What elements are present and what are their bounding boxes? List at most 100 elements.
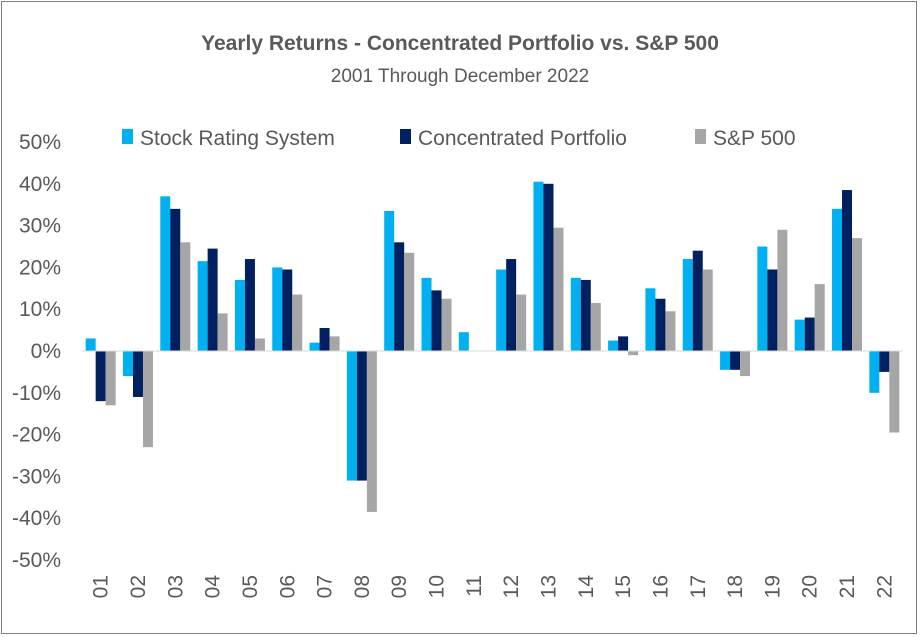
bar-s-p-500-14 bbox=[590, 302, 601, 351]
y-tick-label: 40% bbox=[19, 173, 61, 196]
bar-stock-rating-system-04 bbox=[197, 261, 208, 351]
bar-concentrated-portfolio-08 bbox=[356, 351, 367, 481]
x-tick-label: 06 bbox=[276, 575, 299, 598]
y-axis: -50% -40% -30% -20% -10% 0% 10% 20% 30% 40% 50% bbox=[12, 131, 61, 572]
bar-stock-rating-system-15 bbox=[608, 340, 619, 351]
bar-stock-rating-system-18 bbox=[720, 351, 731, 370]
bar-stock-rating-system-20 bbox=[794, 319, 805, 351]
bar-stock-rating-system-01 bbox=[85, 338, 96, 351]
chart-subtitle: 2001 Through December 2022 bbox=[331, 66, 589, 87]
bar-stock-rating-system-19 bbox=[757, 246, 768, 351]
x-tick-label: 05 bbox=[239, 575, 262, 598]
y-tick-label: -40% bbox=[12, 507, 61, 530]
bar-concentrated-portfolio-19 bbox=[767, 269, 778, 351]
legend-label: S&P 500 bbox=[713, 127, 796, 150]
bar-s-p-500-07 bbox=[329, 336, 340, 351]
x-tick-label: 10 bbox=[426, 575, 449, 598]
bar-stock-rating-system-09 bbox=[384, 210, 395, 351]
x-tick-label: 15 bbox=[612, 575, 635, 598]
x-tick-label: 11 bbox=[463, 575, 486, 597]
y-tick-label: -50% bbox=[12, 549, 61, 572]
bar-concentrated-portfolio-03 bbox=[170, 208, 181, 351]
bar-s-p-500-21 bbox=[852, 238, 863, 351]
x-tick-label: 12 bbox=[500, 575, 523, 598]
y-tick-label: 10% bbox=[19, 298, 61, 321]
bar-s-p-500-16 bbox=[665, 311, 676, 351]
bar-s-p-500-04 bbox=[217, 313, 228, 351]
x-tick-label: 13 bbox=[537, 575, 560, 598]
x-tick-label: 04 bbox=[202, 575, 225, 599]
x-tick-label: 09 bbox=[388, 575, 411, 598]
legend: Stock Rating System Concentrated Portfoli… bbox=[122, 127, 796, 150]
bar-s-p-500-03 bbox=[180, 242, 191, 351]
bar-s-p-500-10 bbox=[441, 298, 452, 351]
bar-concentrated-portfolio-02 bbox=[132, 351, 143, 397]
chart-title: Yearly Returns - Concentrated Portfolio … bbox=[201, 32, 719, 55]
bar-s-p-500-01 bbox=[105, 351, 116, 406]
bar-concentrated-portfolio-10 bbox=[431, 290, 442, 351]
bar-stock-rating-system-22 bbox=[869, 351, 880, 393]
bar-concentrated-portfolio-06 bbox=[282, 269, 293, 351]
legend-label: Stock Rating System bbox=[140, 127, 335, 150]
x-axis: 01 02 03 04 05 06 07 08 09 10 11 12 13 14 15 16 17 18 19 20… bbox=[90, 575, 897, 599]
bar-s-p-500-17 bbox=[702, 269, 713, 351]
bar-stock-rating-system-14 bbox=[570, 277, 581, 351]
bars-group bbox=[85, 181, 900, 512]
bar-stock-rating-system-21 bbox=[832, 208, 843, 351]
bar-concentrated-portfolio-15 bbox=[618, 336, 629, 351]
bar-concentrated-portfolio-22 bbox=[879, 351, 890, 372]
bar-concentrated-portfolio-16 bbox=[655, 298, 666, 351]
bar-concentrated-portfolio-09 bbox=[394, 242, 405, 351]
bar-s-p-500-09 bbox=[404, 252, 415, 351]
bar-concentrated-portfolio-21 bbox=[842, 190, 853, 351]
bar-s-p-500-15 bbox=[628, 351, 639, 356]
bar-stock-rating-system-16 bbox=[645, 288, 656, 351]
legend-swatch bbox=[400, 129, 411, 144]
bar-concentrated-portfolio-12 bbox=[506, 259, 517, 351]
x-tick-label: 22 bbox=[873, 575, 896, 598]
legend-swatch bbox=[695, 129, 706, 144]
x-tick-label: 03 bbox=[164, 575, 187, 598]
bar-stock-rating-system-05 bbox=[234, 279, 245, 351]
bar-s-p-500-19 bbox=[777, 229, 788, 351]
x-tick-label: 17 bbox=[687, 575, 710, 598]
bar-stock-rating-system-11 bbox=[458, 332, 469, 351]
x-tick-label: 08 bbox=[351, 575, 374, 598]
x-tick-label: 14 bbox=[575, 575, 598, 599]
bar-stock-rating-system-13 bbox=[533, 181, 544, 351]
y-tick-label: 30% bbox=[19, 215, 61, 238]
bar-concentrated-portfolio-07 bbox=[319, 328, 330, 351]
y-tick-label: 50% bbox=[19, 131, 61, 154]
bar-stock-rating-system-07 bbox=[309, 342, 320, 351]
legend-item: S&P 500 bbox=[695, 127, 796, 150]
legend-label: Concentrated Portfolio bbox=[418, 127, 627, 150]
x-tick-label: 16 bbox=[649, 575, 672, 598]
x-tick-label: 01 bbox=[90, 575, 113, 598]
bar-stock-rating-system-10 bbox=[421, 277, 432, 351]
bar-concentrated-portfolio-05 bbox=[244, 259, 255, 351]
x-tick-label: 07 bbox=[314, 575, 337, 598]
bar-concentrated-portfolio-01 bbox=[95, 351, 106, 402]
legend-swatch bbox=[122, 129, 133, 144]
bar-s-p-500-20 bbox=[814, 284, 825, 351]
bar-concentrated-portfolio-14 bbox=[580, 279, 591, 351]
bar-s-p-500-12 bbox=[516, 294, 527, 351]
bar-concentrated-portfolio-13 bbox=[543, 183, 554, 351]
bar-stock-rating-system-17 bbox=[682, 259, 693, 351]
y-tick-label: 0% bbox=[31, 340, 61, 363]
bar-s-p-500-08 bbox=[366, 351, 377, 512]
bar-s-p-500-06 bbox=[292, 294, 303, 351]
y-tick-label: 20% bbox=[19, 256, 61, 279]
bar-stock-rating-system-12 bbox=[496, 269, 507, 351]
bar-concentrated-portfolio-18 bbox=[730, 351, 741, 370]
x-tick-label: 18 bbox=[724, 575, 747, 598]
legend-item: Concentrated Portfolio bbox=[400, 127, 627, 150]
bar-s-p-500-22 bbox=[889, 351, 900, 433]
bar-s-p-500-18 bbox=[740, 351, 751, 377]
y-tick-label: -20% bbox=[12, 424, 61, 447]
x-tick-label: 20 bbox=[799, 575, 822, 598]
bar-concentrated-portfolio-04 bbox=[207, 248, 218, 351]
bar-s-p-500-13 bbox=[553, 227, 564, 351]
x-tick-label: 21 bbox=[836, 575, 859, 598]
